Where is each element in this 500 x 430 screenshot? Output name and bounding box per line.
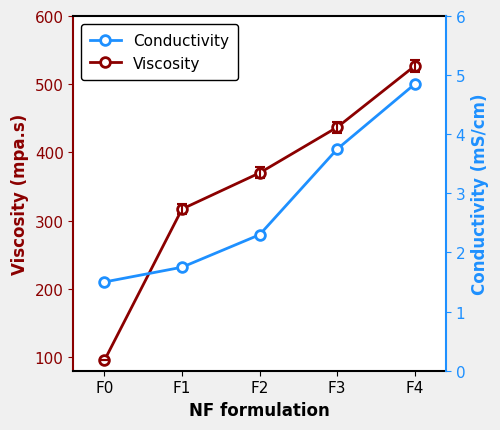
Legend: Conductivity, Viscosity: Conductivity, Viscosity (81, 25, 238, 80)
Y-axis label: Viscosity (mpa.s): Viscosity (mpa.s) (11, 114, 29, 274)
Conductivity (334, 147, 340, 152)
Conductivity (179, 265, 185, 270)
Viscosity (256, 171, 262, 176)
Line: Viscosity: Viscosity (100, 62, 419, 366)
Y-axis label: Conductivity (mS/cm): Conductivity (mS/cm) (471, 93, 489, 295)
Line: Conductivity: Conductivity (100, 80, 419, 287)
Conductivity (256, 233, 262, 238)
X-axis label: NF formulation: NF formulation (189, 401, 330, 419)
Conductivity (412, 82, 418, 87)
Viscosity (179, 207, 185, 212)
Viscosity (334, 126, 340, 131)
Viscosity (412, 64, 418, 69)
Viscosity (102, 358, 107, 363)
Conductivity (102, 280, 107, 285)
